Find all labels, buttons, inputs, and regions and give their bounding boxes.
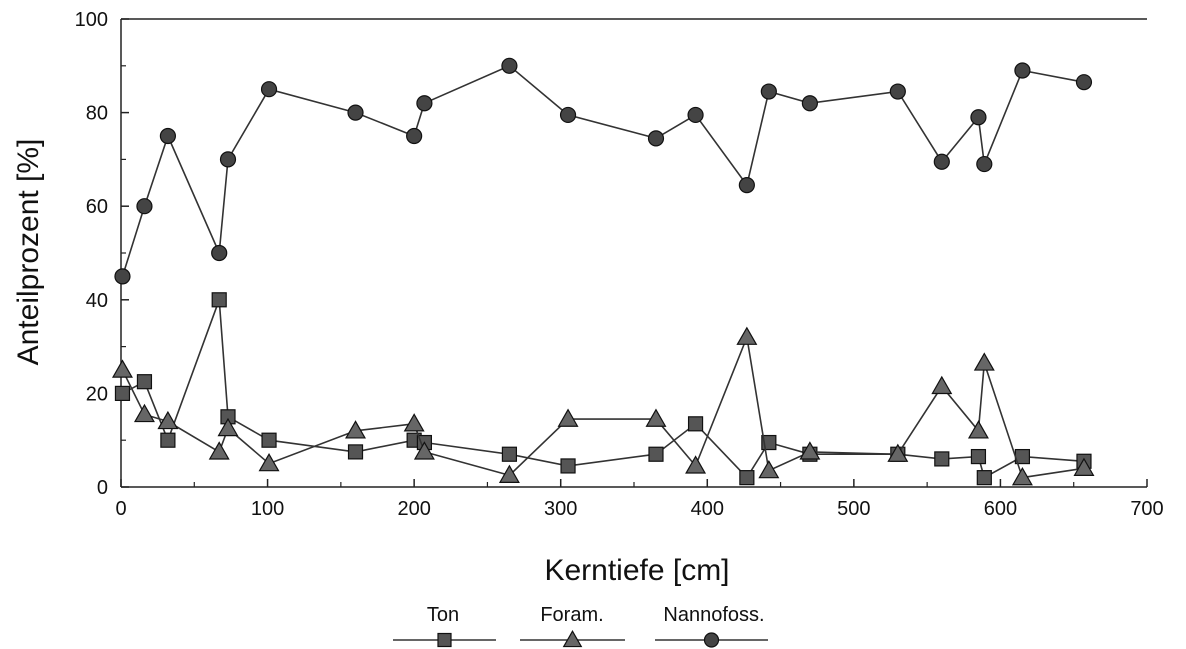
data-point-foram [887, 443, 909, 462]
legend-marker-foram [562, 630, 583, 648]
data-point-nannofoss [211, 244, 228, 262]
data-point-nannofoss [801, 95, 818, 112]
data-point-nannofoss [970, 109, 987, 126]
data-point-foram [931, 375, 953, 395]
data-point-nannofoss [159, 127, 177, 145]
data-point-ton [934, 451, 950, 467]
data-point-nannofoss [114, 268, 131, 285]
data-point-foram [217, 417, 239, 437]
series-line-foram [121, 334, 1085, 479]
legend-item-foram: Foram. [520, 604, 625, 648]
data-point-nannofoss [760, 83, 777, 100]
data-point-ton [261, 432, 277, 448]
data-point-nannofoss [738, 177, 755, 194]
data-point-foram [157, 410, 179, 430]
data-point-nannofoss [406, 127, 423, 145]
data-point-ton [136, 374, 153, 390]
legend: Ton Foram. Nannofoss. [393, 604, 768, 648]
y-tick-label: 80 [86, 103, 108, 125]
legend-marker-ton [437, 632, 452, 648]
x-tick-label: 700 [1130, 498, 1163, 520]
data-point-foram [345, 420, 366, 439]
x-axis-title: Kerntiefe [cm] [544, 554, 729, 587]
series-line-ton [122, 299, 1085, 479]
legend-label-nannofoss: Nannofoss. [663, 604, 764, 626]
data-point-nannofoss [647, 130, 665, 147]
data-point-ton [739, 470, 755, 486]
data-point-foram [967, 420, 989, 439]
series-nannofoss [114, 57, 1093, 285]
legend-item-nannofoss: Nannofoss. [655, 604, 768, 648]
data-point-nannofoss [501, 57, 518, 74]
x-tick-label: 400 [691, 498, 724, 520]
x-tick-label: 300 [544, 498, 577, 520]
x-tick-label: 600 [984, 498, 1017, 520]
data-point-ton [560, 458, 576, 474]
legend-label-ton: Ton [427, 604, 459, 626]
x-tick-label: 500 [837, 498, 870, 520]
data-point-nannofoss [559, 106, 577, 124]
x-tick-label: 100 [251, 498, 284, 520]
data-point-nannofoss [976, 155, 993, 173]
data-point-nannofoss [1075, 74, 1093, 91]
data-point-foram [799, 441, 821, 460]
data-point-nannofoss [889, 83, 906, 100]
data-point-foram [758, 459, 780, 479]
data-point-nannofoss [260, 81, 278, 98]
series-foram [111, 326, 1095, 486]
data-point-nannofoss [687, 106, 704, 124]
data-point-foram [208, 441, 230, 460]
y-tick-label: 60 [86, 196, 108, 218]
series-line-nannofoss [121, 64, 1085, 277]
data-point-nannofoss [136, 198, 153, 215]
data-point-foram [973, 352, 995, 371]
data-point-nannofoss [416, 95, 433, 112]
data-point-ton [347, 444, 364, 460]
data-point-foram [736, 326, 758, 345]
data-point-ton [114, 385, 131, 401]
data-point-foram [111, 359, 133, 378]
legend-marker-nannofoss [703, 632, 720, 648]
data-point-ton [648, 446, 664, 462]
y-tick-label: 20 [86, 383, 108, 405]
data-point-ton [211, 292, 227, 308]
legend-label-foram: Foram. [540, 604, 603, 626]
data-point-foram [133, 403, 155, 423]
data-point-foram [1011, 466, 1033, 486]
data-point-nannofoss [1014, 62, 1031, 79]
axes: 0 20 40 60 80 100 0 100 200 300 400 500 600 700 [75, 9, 1164, 520]
y-tick-label: 100 [75, 9, 108, 31]
data-point-foram [413, 441, 435, 460]
data-point-ton [160, 432, 176, 448]
data-point-nannofoss [347, 104, 364, 121]
data-point-foram [685, 455, 707, 474]
plot-series [111, 57, 1095, 486]
series-ton [114, 292, 1092, 486]
data-point-ton [970, 448, 987, 465]
x-tick-label: 0 [115, 498, 126, 520]
data-point-foram [557, 408, 579, 427]
data-point-ton [976, 470, 992, 486]
data-point-foram [403, 413, 425, 432]
x-tick-label: 200 [397, 498, 430, 520]
y-axis-title: Anteilprozent [%] [12, 139, 45, 366]
data-point-foram [258, 452, 280, 472]
y-tick-label: 0 [97, 477, 108, 499]
data-point-foram [1073, 457, 1095, 476]
data-point-ton [501, 446, 518, 462]
data-point-foram [498, 464, 520, 483]
y-tick-label: 40 [86, 290, 108, 312]
data-point-foram [645, 408, 667, 427]
data-point-nannofoss [933, 153, 950, 170]
legend-item-ton: Ton [393, 604, 496, 648]
data-point-nannofoss [219, 151, 237, 168]
data-point-ton [687, 416, 704, 432]
